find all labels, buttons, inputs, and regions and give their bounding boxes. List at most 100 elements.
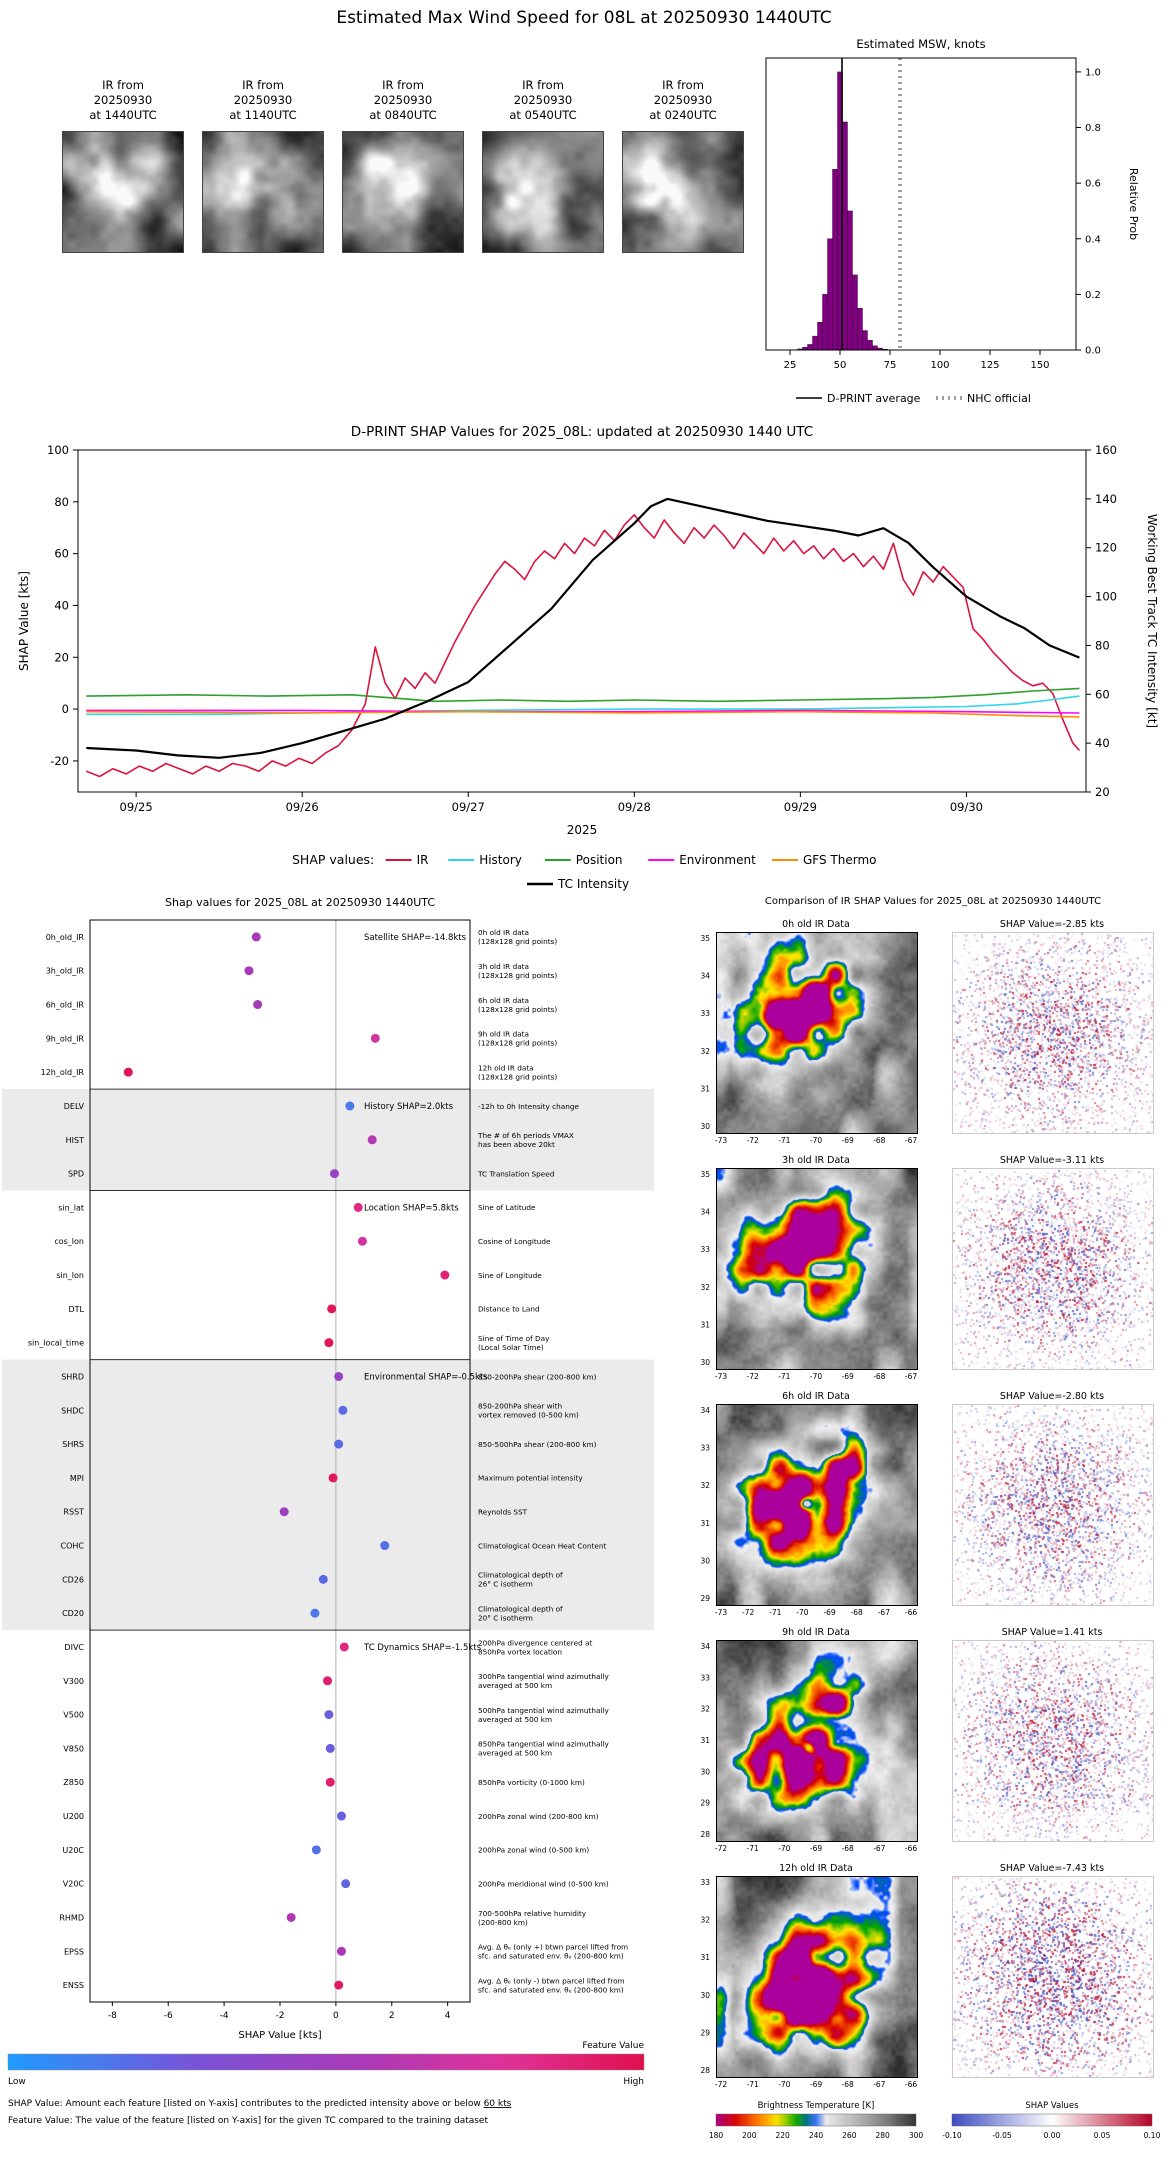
ir-thumbnail: IR from 20250930 at 1140UTC (202, 78, 324, 253)
lat-tick: 31 (700, 1519, 710, 1528)
bt-colorbar-tick: 240 (809, 2131, 824, 2140)
feature-shap-panel: Shap values for 2025_08L at 20250930 144… (0, 892, 660, 2158)
lat-tick: 32 (700, 1283, 710, 1292)
feature-description: (128x128 grid points) (478, 1039, 557, 1048)
lat-tick: 34 (700, 972, 710, 981)
ir-thumbnail-label-line: at 1140UTC (229, 108, 297, 123)
lat-tick: 30 (700, 1358, 710, 1367)
feature-description: Avg. Δ θₑ (only -) btwn parcel lifted fr… (478, 1976, 625, 1985)
lat-tick: 28 (700, 1830, 710, 1839)
shap-value-map (952, 932, 1154, 1134)
lon-tick: -68 (873, 1372, 885, 1381)
lon-tick: -72 (747, 1136, 759, 1145)
feature-description: sfc. and saturated env. θₑ (200-800 km) (478, 1952, 624, 1961)
y-tick-label-right: 80 (1095, 638, 1110, 652)
legend-label: History (479, 853, 522, 867)
y-tick-label-left: -20 (50, 754, 69, 768)
ir-thumbnail-label-line: 20250930 (233, 93, 293, 108)
lon-tick: -71 (747, 2080, 759, 2089)
x-tick-label: 75 (884, 360, 897, 371)
y-tick-label-left: 0 (62, 702, 69, 716)
lat-tick: 32 (700, 1705, 710, 1714)
feature-dot (370, 1033, 380, 1043)
histogram-bar (872, 345, 878, 351)
lon-tick: -69 (842, 1372, 854, 1381)
ir-data-map (716, 1404, 918, 1606)
y-tick-label: 0.8 (1085, 123, 1101, 134)
lat-tick: 32 (700, 1481, 710, 1490)
feature-description: 850hPa tangential wind azimuthally (478, 1740, 609, 1749)
lon-tick: -72 (747, 1372, 759, 1381)
histogram-bar (857, 308, 863, 351)
feature-label: sin_lon (56, 1271, 84, 1280)
shap-colorbar-title: SHAP Values (1025, 2101, 1079, 2111)
feature-label: V300 (63, 1677, 84, 1686)
feature-dot (324, 1710, 334, 1720)
lat-tick: 33 (700, 1245, 710, 1254)
legend-label: IR (417, 853, 429, 867)
ir-map-title: 12h old IR Data (779, 1863, 853, 1874)
feature-label: SHRS (62, 1440, 84, 1449)
y-tick-label-right: 140 (1095, 492, 1117, 506)
feature-description: 200hPa zonal wind (200-800 km) (478, 1812, 599, 1821)
lat-tick: 31 (700, 1953, 710, 1962)
feature-dot (251, 932, 261, 942)
lon-tick: -70 (796, 1608, 808, 1617)
lon-tick: -66 (905, 1844, 917, 1853)
y-tick-label: 0.4 (1085, 234, 1101, 245)
ir-thumbnail-label: IR from 20250930 at 0840UTC (342, 78, 464, 124)
y-tick-label-left: 20 (54, 650, 69, 664)
series-position (86, 687, 1080, 703)
feature-description: 500hPa tangential wind azimuthally (478, 1706, 609, 1715)
feature-shap-dotplot: Shap values for 2025_08L at 20250930 144… (2, 896, 654, 2126)
lon-tick: -66 (905, 2080, 917, 2089)
legend-label: D-PRINT average (827, 392, 921, 405)
lon-tick: -67 (905, 1372, 917, 1381)
lon-tick: -70 (778, 1844, 790, 1853)
lat-tick: 31 (700, 1320, 710, 1329)
feature-dot (324, 1338, 334, 1348)
y-tick-label-right: 160 (1095, 443, 1117, 457)
ir-satellite-image (62, 130, 184, 253)
feature-description: 20° C isotherm (478, 1613, 533, 1622)
feature-description: 200hPa divergence centered at (478, 1638, 593, 1647)
feature-dot (345, 1101, 355, 1111)
feature-label: DIVC (64, 1643, 84, 1652)
ir-thumbnail-label: IR from 20250930 at 0240UTC (622, 78, 744, 124)
ir-thumbnail-label-line: 20250930 (653, 93, 713, 108)
ir-thumbnail: IR from 20250930 at 0240UTC (622, 78, 744, 253)
lat-tick: 31 (700, 1084, 710, 1093)
bt-colorbar-title: Brightness Temperature [K] (758, 2101, 875, 2111)
shap-timeseries-chart: D-PRINT SHAP Values for 2025_08L: update… (17, 424, 1159, 891)
feature-description: TC Translation Speed (477, 1169, 554, 1178)
shap-colorbar-tick: 0.00 (1044, 2131, 1061, 2140)
section-header: Satellite SHAP=-14.8kts (364, 933, 467, 943)
feature-dot (334, 1371, 344, 1381)
x-tick-label: -6 (164, 2011, 173, 2021)
x-tick-label: 25 (784, 360, 797, 371)
lat-tick: 32 (700, 1916, 710, 1925)
histogram-bar (827, 238, 833, 351)
series-tc-intensity (86, 497, 1080, 759)
shap-map-title: SHAP Value=-7.43 kts (1000, 1863, 1104, 1874)
lon-tick: -73 (715, 1136, 727, 1145)
feature-label: sin_local_time (28, 1339, 84, 1348)
timeseries-ylabel-right: Working Best Track TC Intensity [kt] (1145, 514, 1159, 728)
x-tick-label: -8 (108, 2011, 117, 2021)
legend-prefix: SHAP values: (292, 852, 374, 867)
lat-tick: 34 (700, 1642, 710, 1651)
ir-comparison-overlay: Comparison of IR SHAP Values for 2025_08… (700, 896, 1160, 2140)
feature-description: 850-200hPa shear with (478, 1402, 562, 1411)
feature-description: Sine of Time of Day (478, 1334, 550, 1343)
feature-label: RSST (63, 1508, 84, 1517)
ir-thumbnail-label: IR from 20250930 at 0540UTC (482, 78, 604, 124)
feature-label: 12h_old_IR (41, 1068, 85, 1077)
feature-dot (336, 1811, 346, 1821)
dotplot-xlabel: SHAP Value [kts] (238, 2030, 321, 2041)
x-tick-label: 09/28 (618, 800, 651, 814)
feature-label: cos_lon (54, 1237, 84, 1246)
feature-label: RHMD (59, 1913, 84, 1922)
y-tick-label-left: 40 (54, 598, 69, 612)
feature-description: 200hPa meridional wind (0-500 km) (478, 1879, 609, 1888)
